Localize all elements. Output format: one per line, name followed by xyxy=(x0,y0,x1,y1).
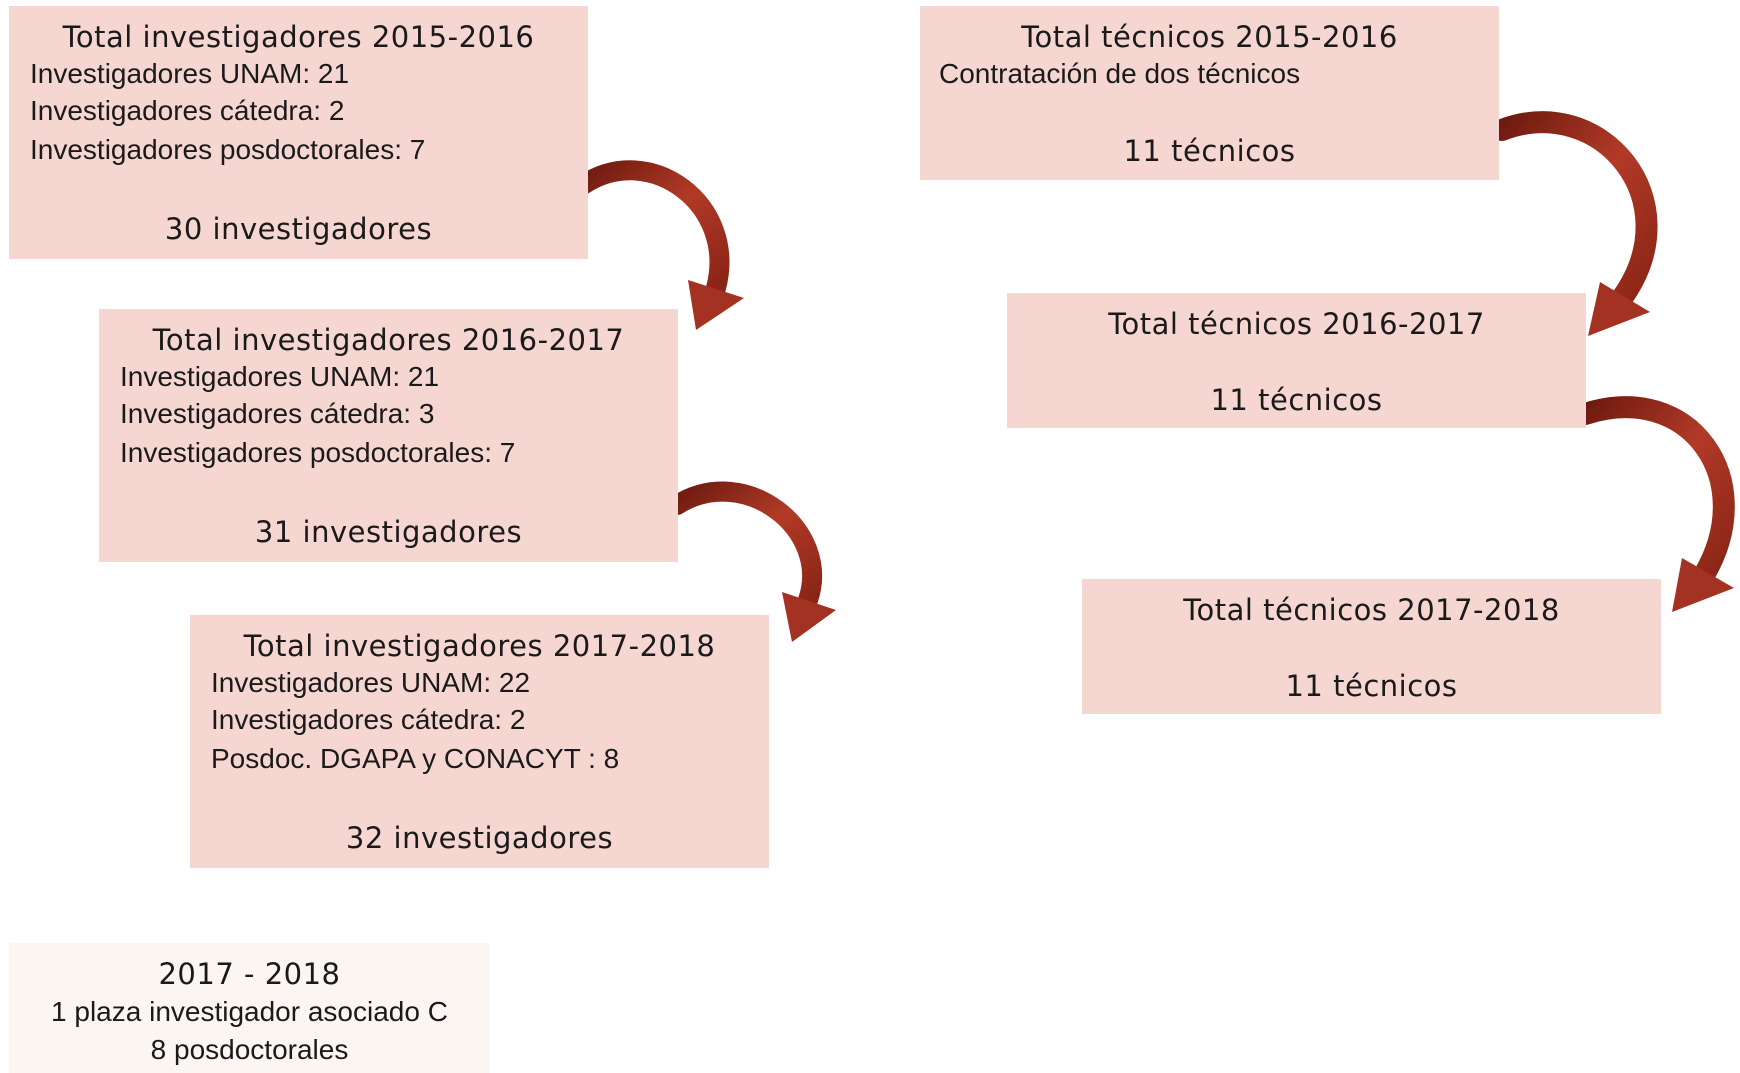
arrow xyxy=(573,160,744,330)
box-total: 30 investigadores xyxy=(164,212,433,246)
technician-box: Total técnicos 2017-2018 11 técnicos xyxy=(1082,579,1661,714)
note-line: 8 posdoctorales xyxy=(150,1034,349,1065)
box-line: Contratación de dos técnicos xyxy=(939,58,1301,89)
note-title: 2017 - 2018 xyxy=(158,957,341,991)
arrow xyxy=(667,481,836,642)
box-line: Posdoc. DGAPA y CONACYT : 8 xyxy=(211,743,620,774)
note-box: 2017 - 2018 1 plaza investigador asociado… xyxy=(9,943,490,1073)
box-total: 11 técnicos xyxy=(1123,134,1296,168)
box-line: Investigadores UNAM: 21 xyxy=(120,361,440,392)
box-total: 31 investigadores xyxy=(254,515,523,549)
box-title: Total investigadores 2015-2016 xyxy=(62,20,535,54)
box-line: Investigadores cátedra: 2 xyxy=(30,95,345,126)
box-title: Total técnicos 2015-2016 xyxy=(1021,20,1398,54)
box-line: Investigadores posdoctorales: 7 xyxy=(120,437,516,468)
box-total: 32 investigadores xyxy=(345,821,614,855)
box-total: 11 técnicos xyxy=(1210,383,1383,417)
box-title: Total investigadores 2016-2017 xyxy=(152,323,625,357)
box-line: Investigadores UNAM: 21 xyxy=(30,58,350,89)
box-line: Investigadores posdoctorales: 7 xyxy=(30,134,426,165)
technician-box: Total técnicos 2016-2017 11 técnicos xyxy=(1007,293,1586,428)
box-line: Investigadores cátedra: 3 xyxy=(120,398,435,429)
note-line: 1 plaza investigador asociado C xyxy=(51,996,448,1027)
arrow xyxy=(1491,111,1658,336)
researcher-box: Total investigadores 2016-2017 Investigad… xyxy=(99,309,678,562)
box-title: Total técnicos 2017-2018 xyxy=(1183,593,1560,627)
arrow xyxy=(1574,396,1735,612)
box-line: Investigadores cátedra: 2 xyxy=(211,704,526,735)
box-line: Investigadores UNAM: 22 xyxy=(211,667,531,698)
box-title: Total técnicos 2016-2017 xyxy=(1108,307,1485,341)
box-title: Total investigadores 2017-2018 xyxy=(243,629,716,663)
researcher-box: Total investigadores 2017-2018 Investigad… xyxy=(190,615,769,868)
box-total: 11 técnicos xyxy=(1285,669,1458,703)
technician-box: Total técnicos 2015-2016 Contratación de … xyxy=(920,6,1499,180)
researcher-box: Total investigadores 2015-2016 Investigad… xyxy=(9,6,588,259)
